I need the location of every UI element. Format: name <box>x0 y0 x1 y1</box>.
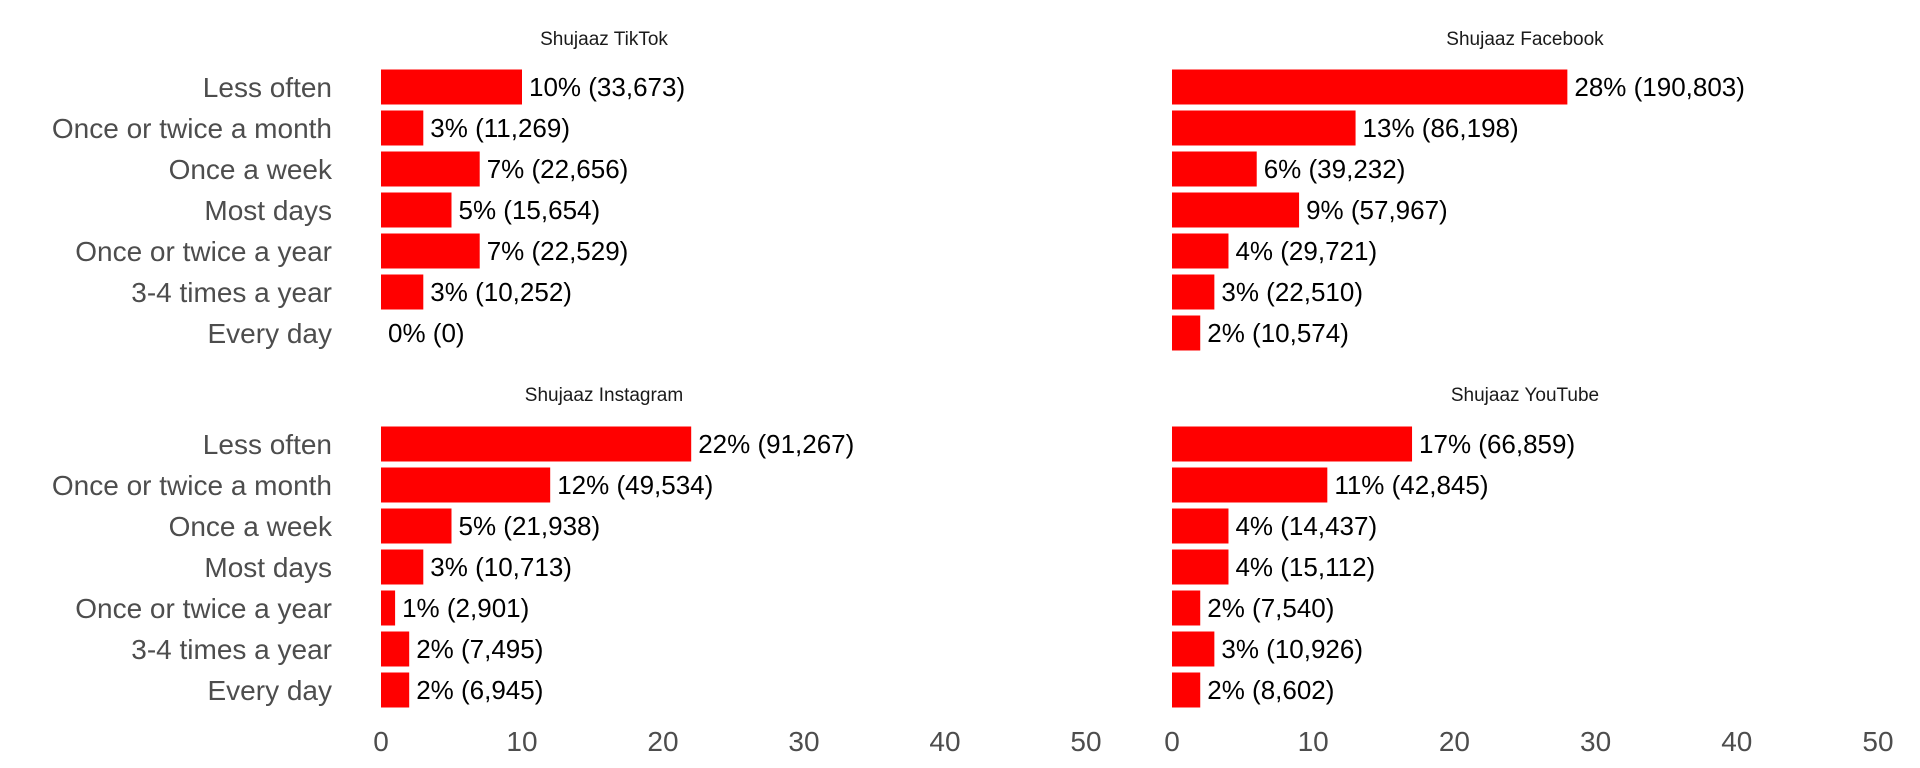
panel-title: Shujaaz TikTok <box>540 29 668 50</box>
panel-title: Shujaaz YouTube <box>1451 385 1599 406</box>
value-label: 2% (6,945) <box>416 675 543 705</box>
value-label: 4% (15,112) <box>1235 552 1375 582</box>
bar <box>381 672 410 708</box>
category-label: Once a week <box>169 511 333 542</box>
bar <box>1172 151 1257 187</box>
bar <box>1172 274 1215 310</box>
category-label: Less often <box>203 429 332 460</box>
value-label: 4% (29,721) <box>1235 236 1377 266</box>
category-label: Once a week <box>169 154 333 185</box>
value-label: 22% (91,267) <box>698 429 854 459</box>
category-label: Most days <box>204 195 332 226</box>
bar <box>1172 192 1300 228</box>
bar <box>381 151 480 187</box>
x-tick-label: 10 <box>1298 726 1329 757</box>
value-label: 2% (8,602) <box>1207 675 1334 705</box>
bar <box>381 508 452 544</box>
bar <box>1172 426 1413 462</box>
x-tick-label: 0 <box>1164 726 1180 757</box>
x-tick-label: 10 <box>506 726 537 757</box>
bar <box>381 467 551 503</box>
value-label: 10% (33,673) <box>529 72 685 102</box>
panel-title: Shujaaz Instagram <box>525 385 683 406</box>
value-label: 3% (22,510) <box>1221 277 1363 307</box>
panel-shujaaz-youtube: Shujaaz YouTube 17% (66,859) 11% (42,845) 4… <box>1172 385 1599 708</box>
x-tick-label: 0 <box>373 726 389 757</box>
bar <box>1172 590 1201 626</box>
bar <box>381 110 424 146</box>
panel-shujaaz-tiktok: Shujaaz TikTok Less often 10% (33,673) Once… <box>52 29 685 349</box>
bar <box>1172 69 1568 105</box>
bar <box>1172 508 1229 544</box>
x-tick-label: 50 <box>1862 726 1893 757</box>
x-tick-label: 30 <box>1580 726 1611 757</box>
x-tick-label: 40 <box>1721 726 1752 757</box>
value-label: 3% (11,269) <box>430 113 570 143</box>
value-label: 1% (2,901) <box>402 593 529 623</box>
category-label: 3-4 times a year <box>131 634 332 665</box>
value-label: 12% (49,534) <box>557 470 713 500</box>
value-label: 17% (66,859) <box>1419 429 1575 459</box>
bar <box>381 426 692 462</box>
category-label: Every day <box>208 675 333 706</box>
x-tick-label: 30 <box>788 726 819 757</box>
bar <box>381 549 424 585</box>
x-tick-label: 20 <box>647 726 678 757</box>
value-label: 3% (10,252) <box>430 277 572 307</box>
bar <box>381 233 480 269</box>
x-tick-label: 50 <box>1070 726 1101 757</box>
bar <box>1172 467 1328 503</box>
value-label: 3% (10,926) <box>1221 634 1363 664</box>
bar <box>1172 549 1229 585</box>
category-label: Once or twice a month <box>52 470 332 501</box>
value-label: 4% (14,437) <box>1235 511 1377 541</box>
bar <box>1172 631 1215 667</box>
value-label: 7% (22,529) <box>487 236 629 266</box>
x-tick-label: 20 <box>1439 726 1470 757</box>
value-label: 28% (190,803) <box>1574 72 1745 102</box>
category-label: Every day <box>208 318 333 349</box>
bar <box>381 274 424 310</box>
bar <box>381 192 452 228</box>
value-label: 6% (39,232) <box>1264 154 1406 184</box>
panel-shujaaz-facebook: Shujaaz Facebook 28% (190,803) 13% (86,198… <box>1172 29 1745 351</box>
category-label: Once or twice a year <box>75 593 332 624</box>
x-tick-label: 40 <box>929 726 960 757</box>
value-label: 3% (10,713) <box>430 552 572 582</box>
value-label: 7% (22,656) <box>487 154 629 184</box>
bar <box>381 69 522 105</box>
category-label: Less often <box>203 72 332 103</box>
category-label: Once or twice a month <box>52 113 332 144</box>
value-label: 9% (57,967) <box>1306 195 1448 225</box>
value-label: 2% (7,495) <box>416 634 543 664</box>
value-label: 5% (21,938) <box>459 511 601 541</box>
value-label: 5% (15,654) <box>459 195 601 225</box>
value-label: 11% (42,845) <box>1334 470 1488 500</box>
value-label: 0% (0) <box>388 318 465 348</box>
value-label: 13% (86,198) <box>1363 113 1519 143</box>
bar <box>1172 110 1356 146</box>
bar <box>1172 672 1201 708</box>
value-label: 2% (10,574) <box>1207 318 1349 348</box>
category-label: 3-4 times a year <box>131 277 332 308</box>
bar <box>381 631 410 667</box>
value-label: 2% (7,540) <box>1207 593 1334 623</box>
panel-shujaaz-instagram: Shujaaz Instagram Less often 22% (91,267) O… <box>52 385 854 708</box>
bar <box>381 590 396 626</box>
panel-title: Shujaaz Facebook <box>1446 29 1604 50</box>
category-label: Most days <box>204 552 332 583</box>
category-label: Once or twice a year <box>75 236 332 267</box>
bar <box>1172 315 1201 351</box>
bar <box>1172 233 1229 269</box>
